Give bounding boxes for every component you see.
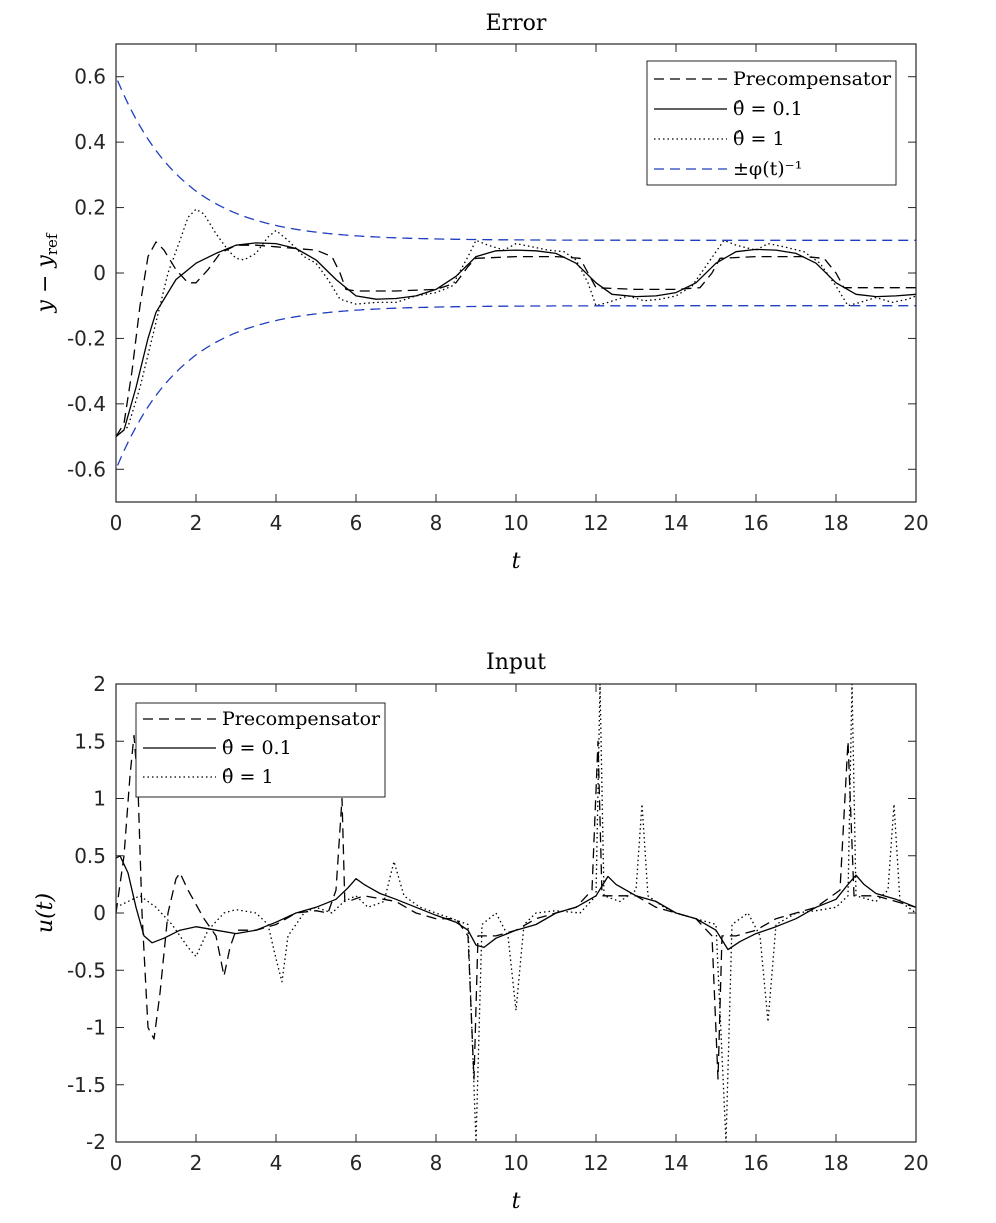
input-x-tick-label: 4	[270, 1151, 283, 1175]
input-x-tick-label: 6	[350, 1151, 363, 1175]
input-ticks: 0 2 4 6 8 10 12 14 16 18 20 -2 -1.5 -1 -0.5 0 0.5 1 1.5 2	[67, 672, 929, 1175]
input-chart-title: Input	[486, 650, 546, 675]
error-bound-lower-line	[117, 305, 916, 466]
input-y-tick-label: 0	[93, 901, 106, 925]
error-x-tick-label: 20	[903, 511, 928, 535]
error-y-axis-label: y − yref	[33, 232, 61, 313]
error-plot-area	[116, 80, 916, 466]
legend-label-theta-01: θ̂ = 0.1	[733, 98, 803, 120]
error-y-tick-label: 0.2	[74, 196, 106, 220]
error-y-tick-label: 0.6	[74, 65, 106, 89]
error-x-tick-label: 14	[663, 511, 688, 535]
input-x-tick-label: 14	[663, 1151, 688, 1175]
error-series-0-1-line	[116, 242, 916, 438]
input-plot-area	[116, 684, 916, 1142]
error-y-tick-label: 0	[93, 261, 106, 285]
error-ticks: 0 2 4 6 8 10 12 14 16 18 20 -0.6 -0.4 -0.2 0 0.2 0.4 0.6	[67, 44, 929, 535]
error-bound-upper-line	[117, 80, 916, 241]
error-x-tick-label: 12	[583, 511, 608, 535]
error-x-tick-label: 10	[503, 511, 528, 535]
input-x-axis-label: t	[512, 1189, 521, 1214]
error-x-axis-label: t	[512, 549, 521, 574]
error-y-tick-label: -0.6	[67, 457, 106, 481]
input-series-0-1-line	[116, 855, 916, 951]
error-x-tick-label: 0	[110, 511, 123, 535]
error-chart-title: Error	[486, 11, 547, 36]
input-x-tick-label: 2	[190, 1151, 203, 1175]
error-chart: Error 0 2 4 6 8 10 12 14 16 18 20-0.6-0.4-0.200.20…	[33, 11, 929, 574]
input-y-tick-label: 1.5	[74, 729, 106, 753]
legend-label-theta-1: θ̂ = 1	[222, 766, 274, 788]
legend-label-theta-1: θ̂ = 1	[733, 128, 785, 150]
input-x-tick-label: 12	[583, 1151, 608, 1175]
input-legend: Precompensator θ̂ = 0.1 θ̂ = 1	[135, 702, 386, 798]
error-x-tick-label: 6	[350, 511, 363, 535]
legend-label-bound: ±φ(t)⁻¹	[733, 158, 802, 180]
input-y-axis-label: u(t)	[33, 893, 58, 933]
input-x-tick-label: 0	[110, 1151, 123, 1175]
input-x-tick-label: 8	[430, 1151, 443, 1175]
error-x-tick-label: 4	[270, 511, 283, 535]
error-series-1-line	[116, 208, 916, 438]
error-y-tick-label: -0.4	[67, 392, 106, 416]
error-x-tick-label: 18	[823, 511, 848, 535]
input-y-tick-label: -1.5	[67, 1073, 106, 1097]
input-y-tick-label: -2	[86, 1130, 106, 1154]
error-x-tick-label: 2	[190, 511, 203, 535]
input-series-1-line	[116, 684, 916, 1142]
legend-label-precompensator: Precompensator	[222, 708, 381, 730]
legend-label-theta-01: θ̂ = 0.1	[222, 737, 292, 759]
input-y-tick-label: 1	[93, 787, 106, 811]
error-series-precompensator-line	[116, 241, 916, 437]
legend-label-precompensator: Precompensator	[733, 68, 892, 90]
error-y-tick-label: 0.4	[74, 130, 106, 154]
error-legend-box	[646, 60, 897, 186]
error-y-tick-label: -0.2	[67, 326, 106, 350]
input-x-tick-label: 16	[743, 1151, 768, 1175]
input-y-tick-label: 2	[93, 672, 106, 696]
input-x-tick-label: 18	[823, 1151, 848, 1175]
input-x-tick-label: 20	[903, 1151, 928, 1175]
error-x-tick-label: 16	[743, 511, 768, 535]
input-y-tick-label: -0.5	[67, 958, 106, 982]
input-y-tick-label: 0.5	[74, 844, 106, 868]
input-y-tick-label: -1	[86, 1016, 106, 1040]
input-chart: Input 0 2 4 6 8 10 12 14 16 18 20-2-1.5-1-0.500.51…	[33, 650, 929, 1214]
error-legend: Precompensator θ̂ = 0.1 θ̂ = 1 ±φ(t)⁻¹	[646, 60, 897, 186]
error-x-tick-label: 8	[430, 511, 443, 535]
input-x-tick-label: 10	[503, 1151, 528, 1175]
